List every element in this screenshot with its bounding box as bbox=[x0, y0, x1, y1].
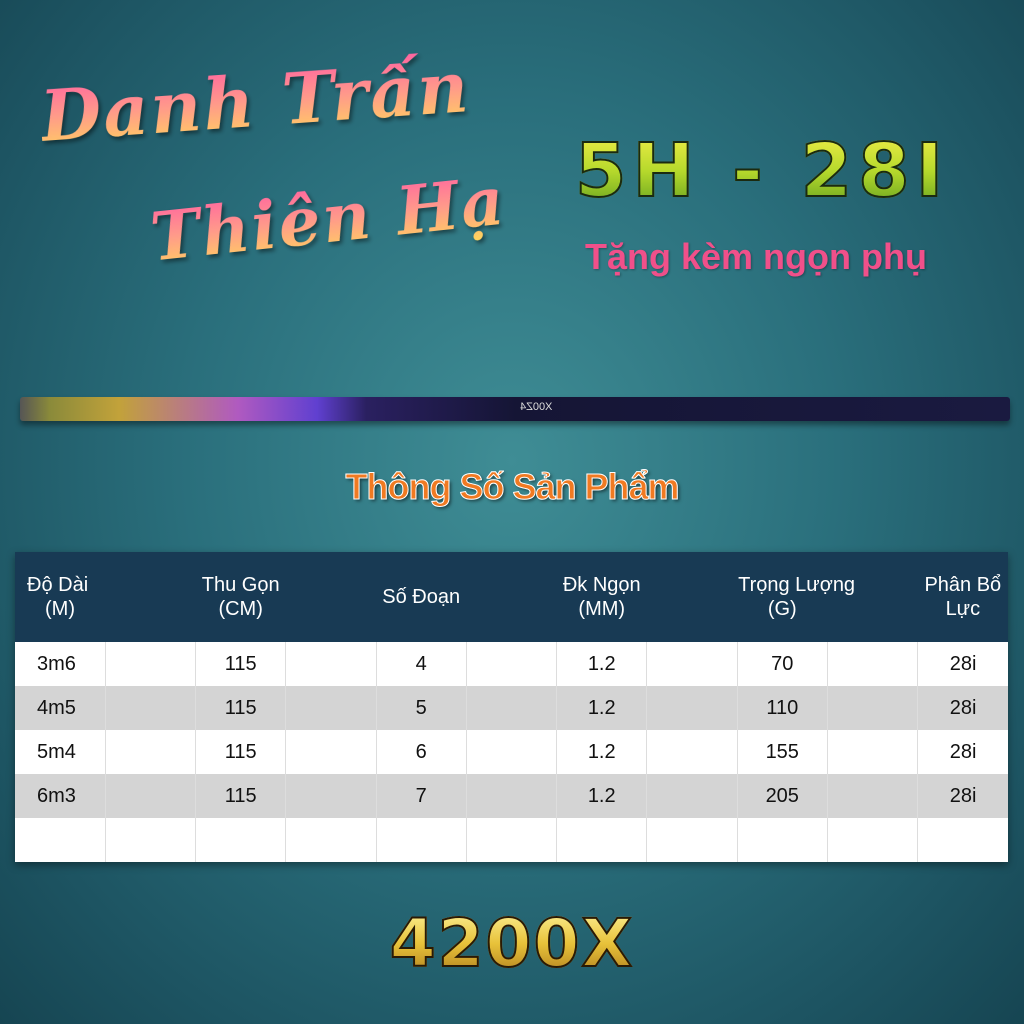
table-cell: 1.2 bbox=[556, 686, 647, 730]
empty-cell bbox=[465, 774, 557, 818]
spacer-header bbox=[285, 552, 377, 642]
table-header-row: Độ Dài (M) Thu Gọn (CM) Số Đoạn Đk Ngọn (MM) Tr… bbox=[15, 552, 1008, 642]
table-cell: 115 bbox=[195, 642, 286, 686]
table-cell: 1.2 bbox=[556, 774, 647, 818]
empty-cell bbox=[646, 686, 738, 730]
table-row: 4m5 115 5 1.2 110 28i bbox=[15, 686, 1008, 730]
column-header: Phân Bổ Lực bbox=[917, 552, 1008, 642]
table-cell: 110 bbox=[736, 686, 828, 730]
table-row bbox=[15, 818, 1008, 862]
empty-cell bbox=[826, 774, 918, 818]
empty-cell bbox=[465, 730, 557, 774]
table-cell: 70 bbox=[736, 642, 828, 686]
table-cell: 3m6 bbox=[15, 642, 106, 686]
header-line: Thu Gọn bbox=[201, 574, 280, 596]
section-title: Thông Số Sản Phẩm bbox=[345, 466, 680, 508]
table-cell: 155 bbox=[736, 730, 828, 774]
empty-cell bbox=[285, 774, 377, 818]
header-line: Số Đoạn bbox=[382, 586, 461, 608]
footer-model: 4200X bbox=[0, 904, 1024, 983]
empty-cell bbox=[15, 818, 106, 862]
empty-cell bbox=[646, 774, 738, 818]
header-unit: (CM) bbox=[218, 598, 263, 620]
column-header: Độ Dài (M) bbox=[15, 552, 106, 642]
empty-cell bbox=[285, 730, 377, 774]
empty-cell bbox=[646, 642, 738, 686]
empty-cell bbox=[826, 818, 918, 862]
empty-cell bbox=[736, 818, 828, 862]
table-cell: 28i bbox=[917, 686, 1008, 730]
empty-cell bbox=[646, 818, 738, 862]
table-cell: 6 bbox=[375, 730, 467, 774]
table-row: 6m3 115 7 1.2 205 28i bbox=[15, 774, 1008, 818]
empty-cell bbox=[646, 730, 738, 774]
spacer-header bbox=[646, 552, 738, 642]
table-cell: 205 bbox=[736, 774, 828, 818]
table-cell: 6m3 bbox=[15, 774, 106, 818]
table-row: 5m4 115 6 1.2 155 28i bbox=[15, 730, 1008, 774]
header-line: Đk Ngọn bbox=[562, 574, 641, 596]
empty-cell bbox=[285, 642, 377, 686]
empty-cell bbox=[285, 686, 377, 730]
header-unit: Lực bbox=[945, 598, 981, 620]
empty-cell bbox=[465, 686, 557, 730]
empty-cell bbox=[104, 730, 196, 774]
table-cell: 115 bbox=[195, 730, 286, 774]
model-title: 5H - 28I bbox=[574, 127, 950, 215]
table-row: 3m6 115 4 1.2 70 28i bbox=[15, 642, 1008, 686]
table-cell: 4 bbox=[375, 642, 467, 686]
table-cell: 1.2 bbox=[556, 730, 647, 774]
rod-label: X00Z4 bbox=[520, 401, 553, 413]
empty-cell bbox=[556, 818, 647, 862]
empty-cell bbox=[104, 642, 196, 686]
spacer-header bbox=[105, 552, 196, 642]
spacer-header bbox=[827, 552, 918, 642]
gift-subtitle: Tặng kèm ngọn phụ bbox=[585, 236, 927, 277]
table-cell: 28i bbox=[917, 642, 1008, 686]
empty-cell bbox=[917, 818, 1008, 862]
empty-cell bbox=[826, 642, 918, 686]
table-cell: 115 bbox=[195, 774, 286, 818]
table-cell: 7 bbox=[375, 774, 467, 818]
empty-cell bbox=[375, 818, 467, 862]
header-line: Độ Dài bbox=[27, 574, 89, 596]
column-header: Thu Gọn (CM) bbox=[195, 552, 286, 642]
table-cell: 5m4 bbox=[15, 730, 106, 774]
header-unit: (G) bbox=[767, 598, 797, 620]
header-unit: (M) bbox=[45, 598, 75, 620]
empty-cell bbox=[104, 774, 196, 818]
spacer-header bbox=[466, 552, 557, 642]
fishing-rod-image: X00Z4 bbox=[20, 397, 1010, 421]
spec-table: Độ Dài (M) Thu Gọn (CM) Số Đoạn Đk Ngọn (MM) Tr… bbox=[15, 552, 1008, 862]
empty-cell bbox=[195, 818, 286, 862]
table-cell: 4m5 bbox=[15, 686, 106, 730]
empty-cell bbox=[285, 818, 377, 862]
table-cell: 115 bbox=[195, 686, 286, 730]
empty-cell bbox=[826, 686, 918, 730]
column-header: Trọng Lượng (G) bbox=[737, 552, 856, 642]
header-line: Trọng Lượng bbox=[738, 574, 856, 596]
brand-logo-line1: Danh Trấn bbox=[37, 45, 473, 158]
header-unit: (MM) bbox=[578, 598, 626, 620]
table-cell: 28i bbox=[917, 730, 1008, 774]
table-cell: 1.2 bbox=[556, 642, 647, 686]
empty-cell bbox=[465, 818, 557, 862]
empty-cell bbox=[465, 642, 557, 686]
table-cell: 28i bbox=[917, 774, 1008, 818]
header-line: Phân Bổ bbox=[924, 574, 1002, 596]
empty-cell bbox=[104, 818, 196, 862]
empty-cell bbox=[826, 730, 918, 774]
empty-cell bbox=[104, 686, 196, 730]
brand-logo-line2: Thiên Hạ bbox=[146, 161, 510, 277]
column-header: Số Đoạn bbox=[376, 552, 467, 642]
table-cell: 5 bbox=[375, 686, 467, 730]
column-header: Đk Ngọn (MM) bbox=[556, 552, 647, 642]
